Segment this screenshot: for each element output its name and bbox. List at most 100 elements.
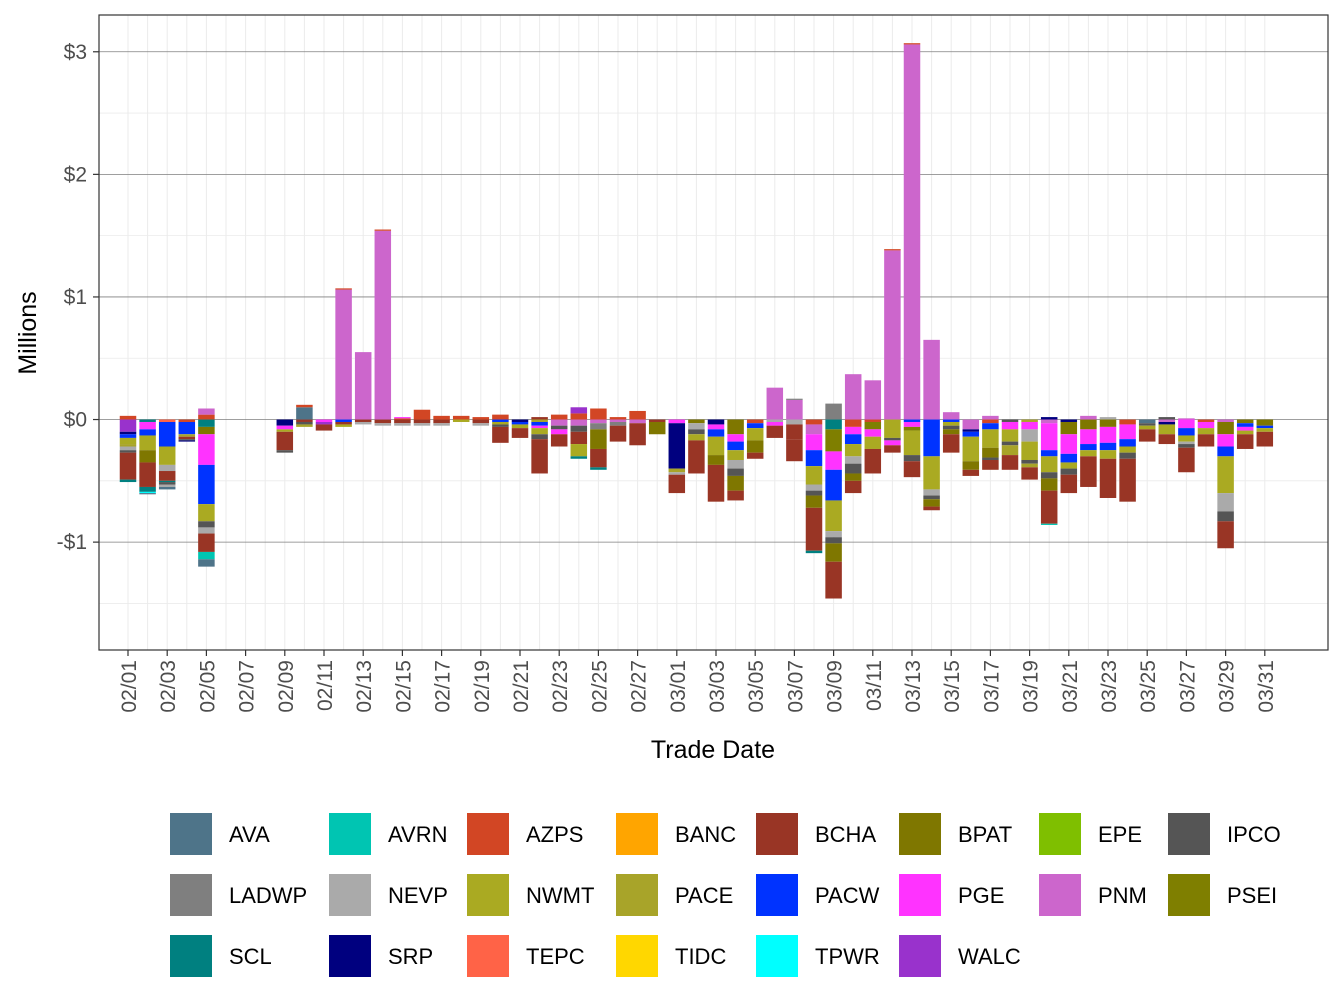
x-tick-label: 03/25 bbox=[1137, 660, 1160, 713]
bar-segment-ipco bbox=[688, 429, 705, 435]
bar-segment-azps bbox=[844, 419, 862, 427]
bar-stack-02-17 bbox=[433, 415, 450, 426]
x-tick-label: 03/23 bbox=[1098, 660, 1121, 713]
bar-segment-pnm bbox=[844, 374, 862, 420]
bar-segment-pacw bbox=[198, 464, 215, 505]
bar-segment-bpat bbox=[727, 419, 744, 435]
bar-segment-pge bbox=[394, 417, 411, 419]
legend-swatch bbox=[467, 874, 509, 916]
bar-segment-pnm bbox=[903, 44, 921, 420]
bar-segment-bcha bbox=[1217, 521, 1234, 549]
bar-segment-nevp bbox=[354, 421, 372, 425]
bar-segment-ipco bbox=[570, 425, 588, 432]
bar-segment-pge bbox=[805, 434, 823, 451]
bar-segment-pge bbox=[550, 429, 568, 435]
bar-segment-nwmt bbox=[198, 504, 215, 522]
bar-segment-bcha bbox=[786, 439, 803, 462]
bar-segment-ipco bbox=[903, 455, 921, 462]
bar-segment-pge bbox=[1021, 421, 1038, 430]
bar-segment-ava bbox=[296, 407, 313, 420]
legend-swatch bbox=[329, 874, 371, 916]
bar-segment-nwmt bbox=[1138, 425, 1156, 430]
bar-stack-03-22 bbox=[1080, 415, 1097, 487]
bar-segment-bpat bbox=[942, 429, 960, 435]
bar-stack-03-27 bbox=[1178, 418, 1195, 473]
bar-segment-pnm bbox=[942, 412, 960, 420]
legend-swatch bbox=[170, 813, 212, 855]
bar-segment-nwmt bbox=[570, 444, 588, 457]
bar-stack-03-26 bbox=[1158, 417, 1176, 445]
bar-segment-ipco bbox=[296, 421, 313, 425]
legend-swatch bbox=[329, 935, 371, 977]
panel-border bbox=[98, 14, 1329, 651]
legend-swatch bbox=[1039, 874, 1081, 916]
bar-segment-pace bbox=[296, 424, 313, 427]
bar-segment-bcha bbox=[688, 440, 705, 474]
bar-segment-azps bbox=[1119, 419, 1136, 425]
bar-stack-03-16 bbox=[962, 419, 980, 476]
bar-segment-bcha bbox=[119, 452, 137, 480]
bar-stack-02-25 bbox=[590, 408, 607, 470]
bar-segment-pnm bbox=[962, 419, 980, 430]
bar-segment-nevp bbox=[158, 484, 176, 487]
bar-segment-nwmt bbox=[1158, 424, 1176, 435]
bar-segment-pacw bbox=[903, 419, 921, 422]
bar-segment-nevp bbox=[923, 489, 940, 496]
legend-swatch bbox=[899, 874, 941, 916]
bar-segment-nwmt bbox=[1060, 462, 1078, 469]
legend-label: AZPS bbox=[526, 822, 583, 847]
bar-segment-nwmt bbox=[1178, 435, 1195, 442]
legend-item-tidc: TIDC bbox=[616, 935, 726, 977]
bar-segment-nwmt bbox=[139, 435, 156, 451]
bar-segment-pge bbox=[1197, 421, 1215, 429]
legend-swatch bbox=[616, 874, 658, 916]
legend-swatch bbox=[467, 935, 509, 977]
bar-segment-azps bbox=[413, 409, 431, 420]
bar-segment-nwmt bbox=[1119, 446, 1136, 453]
legend-swatch bbox=[616, 813, 658, 855]
bar-segment-pacw bbox=[511, 421, 529, 425]
legend-item-tpwr: TPWR bbox=[756, 935, 880, 977]
legend-item-epe: EPE bbox=[1039, 813, 1142, 855]
bar-segment-nwmt bbox=[942, 421, 960, 426]
legend-swatch bbox=[170, 874, 212, 916]
bar-stack-03-10 bbox=[844, 374, 862, 494]
bar-segment-pge bbox=[1099, 426, 1117, 443]
bar-segment-ipco bbox=[805, 490, 823, 496]
bar-segment-pnm bbox=[629, 419, 646, 424]
bar-segment-pge bbox=[766, 421, 784, 426]
bar-segment-pge bbox=[668, 419, 686, 424]
bar-segment-pacw bbox=[1236, 423, 1254, 427]
legend-label: PNM bbox=[1098, 883, 1147, 908]
x-tick-label: 02/03 bbox=[157, 660, 180, 713]
bar-segment-bcha bbox=[315, 424, 333, 431]
bar-segment-bpat bbox=[139, 450, 156, 463]
bar-segment-nevp bbox=[433, 423, 450, 426]
bar-segment-ipco bbox=[884, 437, 901, 441]
plot-panel bbox=[98, 14, 1329, 651]
bar-segment-bcha bbox=[433, 419, 450, 424]
bar-segment-pge bbox=[1119, 424, 1136, 440]
bar-segment-bpat bbox=[1040, 478, 1058, 491]
legend-swatch bbox=[756, 874, 798, 916]
bar-segment-azps bbox=[394, 418, 411, 420]
bar-stack-02-20 bbox=[492, 414, 509, 443]
bar-segment-bcha bbox=[413, 419, 431, 424]
bar-segment-bcha bbox=[374, 419, 392, 424]
bar-segment-azps bbox=[805, 419, 823, 425]
bar-segment-ipco bbox=[1217, 511, 1234, 522]
legend-label: SCL bbox=[229, 944, 272, 969]
bar-segment-bcha bbox=[1236, 434, 1254, 449]
bar-segment-nevp bbox=[1099, 417, 1117, 420]
x-tick-label: 02/21 bbox=[510, 660, 533, 713]
bar-segment-pacw bbox=[119, 434, 137, 438]
bar-segment-bcha bbox=[1178, 447, 1195, 473]
bar-segment-pacw bbox=[727, 441, 744, 451]
bar-segment-psei bbox=[825, 429, 842, 452]
bar-segment-bcha bbox=[335, 421, 352, 425]
bar-stack-03-17 bbox=[982, 415, 999, 470]
bar-segment-pacw bbox=[178, 421, 196, 435]
bar-segment-pge bbox=[903, 421, 921, 427]
bar-stack-02-10 bbox=[296, 404, 313, 427]
x-tick-label: 03/09 bbox=[824, 660, 847, 713]
